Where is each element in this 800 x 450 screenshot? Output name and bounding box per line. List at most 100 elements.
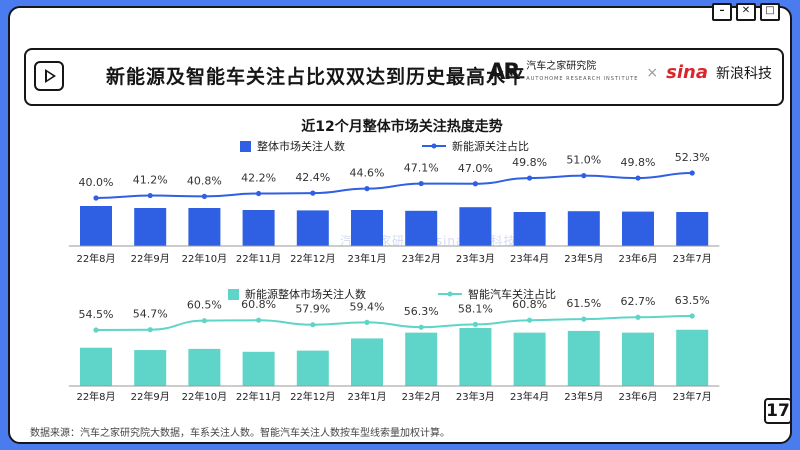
bottom-x-tick-label: 22年10月 <box>182 390 227 403</box>
top-data-label: 49.8% <box>512 156 547 169</box>
sina-logo-cn: 新浪科技 <box>716 65 772 82</box>
bottom-line-point <box>581 316 587 322</box>
top-line-point <box>147 192 153 199</box>
bottom-x-tick-label: 23年3月 <box>456 390 495 403</box>
top-line-point <box>689 170 695 176</box>
legend-swatch-line <box>422 143 446 149</box>
bottom-x-tick-label: 22年9月 <box>131 390 170 403</box>
logos: AR 汽车之家研究院 AUTOHOME RESEARCH INSTITUTE ×… <box>488 60 772 85</box>
bottom-line-point <box>472 321 478 327</box>
autohome-logo: AR <box>488 60 520 85</box>
title-bar: 新能源及智能车关注占比双双达到历史最高水平 AR 汽车之家研究院 AUTOHOM… <box>24 48 784 106</box>
bottom-x-tick-label: 23年6月 <box>618 390 657 403</box>
bottom-line-point <box>635 314 641 320</box>
bottom-data-label: 58.1% <box>458 302 493 315</box>
top-bar <box>405 210 438 246</box>
top-data-label: 40.8% <box>187 174 222 187</box>
top-x-tick-label: 22年8月 <box>76 252 115 265</box>
top-x-tick-label: 22年10月 <box>182 252 227 265</box>
bottom-bar <box>459 328 492 386</box>
legend-top-bar: 整体市场关注人数 <box>240 138 345 154</box>
top-bar <box>459 207 492 246</box>
top-line-point <box>364 186 370 192</box>
top-data-label: 47.1% <box>404 162 439 175</box>
bottom-line-point <box>364 319 370 325</box>
top-bar <box>622 211 654 246</box>
bottom-x-tick-label: 23年2月 <box>402 390 441 403</box>
autohome-logo-en: AUTOHOME RESEARCH INSTITUTE <box>526 75 639 82</box>
top-bar <box>567 211 600 246</box>
top-bar <box>351 210 383 246</box>
sina-logo: sina <box>666 62 708 83</box>
top-x-tick-label: 23年3月 <box>456 252 495 265</box>
play-icon[interactable] <box>34 61 64 91</box>
bottom-bar <box>351 338 383 386</box>
top-series-line <box>95 172 693 199</box>
legend-top-line: 新能源关注占比 <box>422 138 529 154</box>
top-x-tick-label: 23年6月 <box>618 252 657 265</box>
top-bar <box>676 212 709 246</box>
legend-label-bar: 整体市场关注人数 <box>257 140 345 153</box>
top-x-tick-label: 23年2月 <box>402 252 441 265</box>
top-data-label: 40.0% <box>79 176 114 189</box>
bottom-bar <box>134 350 167 386</box>
top-bar <box>188 208 221 246</box>
bottom-data-label: 63.5% <box>675 294 710 307</box>
top-x-tick-label: 23年4月 <box>510 252 549 265</box>
maximize-icon[interactable]: □ <box>760 3 780 21</box>
bottom-bar <box>296 350 329 386</box>
window-controls: – ✕ □ <box>712 3 780 21</box>
minimize-icon[interactable]: – <box>712 3 732 21</box>
bottom-bar <box>567 330 600 386</box>
chart-title: 近12个月整体市场关注热度走势 <box>301 119 503 135</box>
legend-label-bar-2: 新能源整体市场关注人数 <box>245 288 366 301</box>
top-line-point <box>201 193 207 199</box>
top-line-point <box>581 173 587 179</box>
bottom-data-label: 56.3% <box>404 305 439 318</box>
bottom-data-label: 54.5% <box>79 308 114 321</box>
bottom-bar <box>405 332 438 386</box>
content-panel: 新能源及智能车关注占比双双达到历史最高水平 AR 汽车之家研究院 AUTOHOM… <box>8 6 792 444</box>
bottom-data-label: 62.7% <box>621 295 656 308</box>
bottom-x-tick-label: 22年12月 <box>290 390 335 403</box>
bottom-x-tick-label: 23年1月 <box>347 390 386 403</box>
bottom-bar <box>80 347 112 386</box>
top-data-label: 49.8% <box>621 156 656 169</box>
close-icon[interactable]: ✕ <box>736 3 756 21</box>
top-data-label: 41.2% <box>133 174 168 187</box>
top-line-point <box>527 175 533 181</box>
bottom-bar <box>188 348 221 386</box>
top-bar <box>80 206 112 246</box>
combo-chart: 22年8月 22年9月 22年10月 22年11月 22年12月 23年1月 23年2月 23… <box>68 151 720 403</box>
top-line-point <box>256 190 262 197</box>
bottom-line-point <box>147 327 153 333</box>
autohome-logo-cn: 汽车之家研究院 <box>526 60 597 72</box>
page-title: 新能源及智能车关注占比双双达到历史最高水平 <box>106 66 527 88</box>
top-x-tick-label: 22年12月 <box>290 252 335 265</box>
bottom-line-point <box>418 324 424 330</box>
top-x-tick-label: 23年1月 <box>347 252 386 265</box>
top-data-label: 44.6% <box>350 167 385 180</box>
bottom-x-tick-label: 23年4月 <box>510 390 549 403</box>
top-line-point <box>310 190 316 196</box>
bottom-line-point <box>527 317 533 323</box>
top-x-tick-label: 23年5月 <box>564 252 603 265</box>
bottom-data-label: 61.5% <box>566 297 601 310</box>
top-bar <box>134 208 167 246</box>
top-line-point <box>635 175 641 181</box>
bottom-line-point <box>201 318 207 324</box>
bottom-data-label: 60.5% <box>187 299 222 312</box>
legend-label-line: 新能源关注占比 <box>452 140 529 153</box>
bottom-line-point <box>689 313 695 319</box>
times-icon: × <box>646 64 659 81</box>
top-data-label: 47.0% <box>458 162 493 175</box>
bottom-data-label: 59.4% <box>350 300 385 313</box>
bottom-data-label: 60.8% <box>512 298 547 311</box>
legend-swatch-line-2 <box>438 291 462 297</box>
bottom-series-line <box>95 315 693 331</box>
top-bar <box>513 212 546 246</box>
bottom-x-tick-label: 22年11月 <box>236 390 281 403</box>
top-x-tick-label: 22年9月 <box>131 252 170 265</box>
top-bar <box>242 210 275 246</box>
bottom-data-label: 57.9% <box>295 303 330 316</box>
